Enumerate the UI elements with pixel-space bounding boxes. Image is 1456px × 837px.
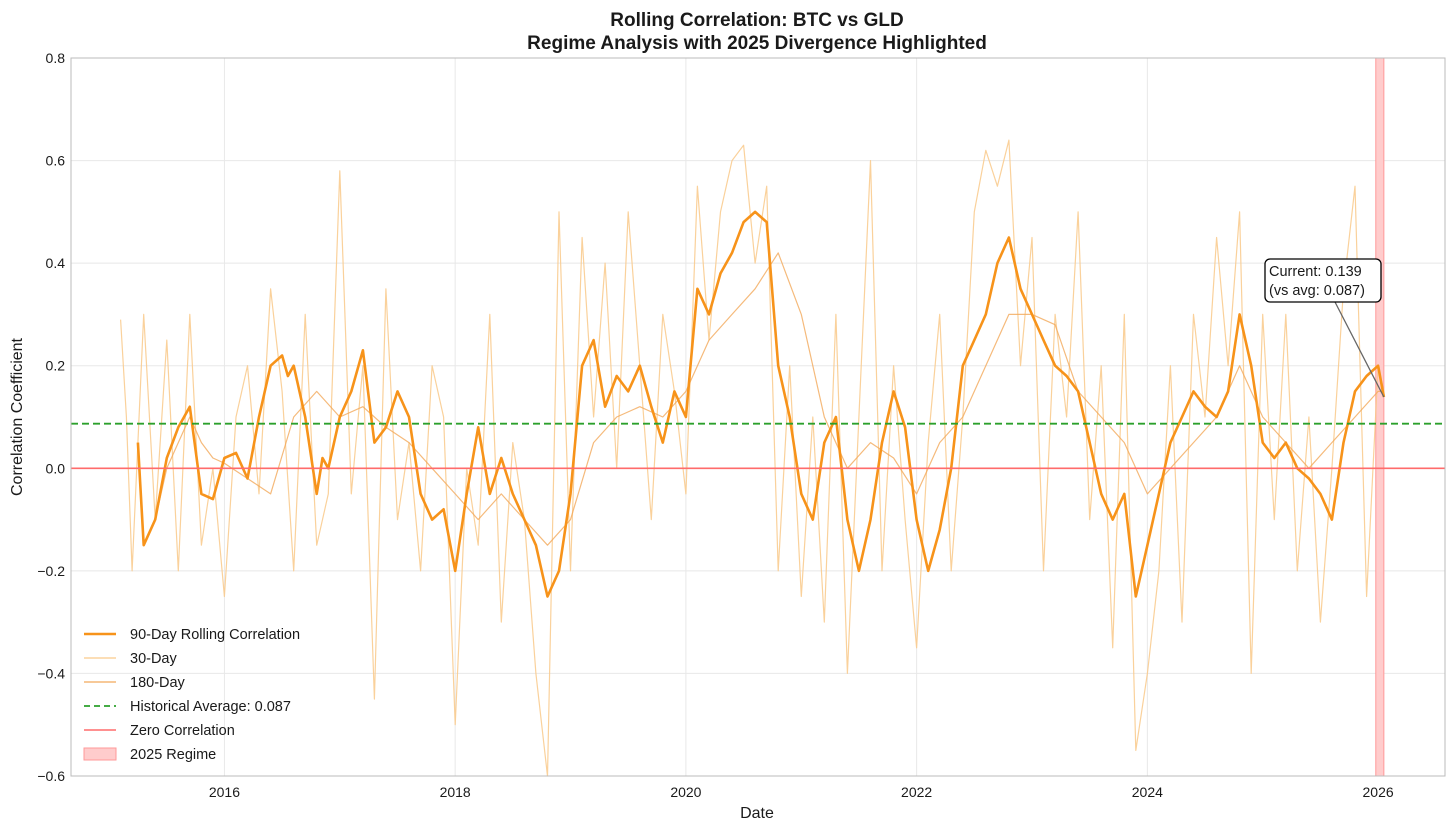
x-tick-label: 2018 bbox=[440, 784, 471, 800]
y-tick-label: 0.2 bbox=[46, 358, 66, 374]
callout-line2: (vs avg: 0.087) bbox=[1269, 283, 1365, 299]
x-tick-label: 2020 bbox=[670, 784, 701, 800]
y-tick-label: −0.4 bbox=[37, 665, 65, 681]
chart-title-line1: Rolling Correlation: BTC vs GLD bbox=[610, 10, 903, 31]
x-tick-label: 2024 bbox=[1132, 784, 1163, 800]
legend-swatch bbox=[84, 748, 116, 760]
callout-line1: Current: 0.139 bbox=[1269, 264, 1362, 280]
y-tick-label: 0.0 bbox=[46, 460, 66, 476]
legend-label: 90-Day Rolling Correlation bbox=[130, 627, 300, 643]
legend-label: 30-Day bbox=[130, 651, 177, 667]
y-tick-label: −0.2 bbox=[37, 563, 65, 579]
chart-title-line2: Regime Analysis with 2025 Divergence Hig… bbox=[527, 33, 987, 54]
legend-label: Historical Average: 0.087 bbox=[130, 699, 291, 715]
regime-2025-band bbox=[1376, 58, 1384, 776]
y-tick-label: 0.6 bbox=[46, 153, 66, 169]
y-tick-label: 0.4 bbox=[46, 255, 66, 271]
x-tick-label: 2016 bbox=[209, 784, 240, 800]
regime-span bbox=[1376, 58, 1384, 776]
legend-label: 180-Day bbox=[130, 675, 186, 691]
y-axis-label: Correlation Coefficient bbox=[9, 337, 26, 496]
x-tick-label: 2022 bbox=[901, 784, 932, 800]
legend-label: 2025 Regime bbox=[130, 747, 216, 763]
x-axis-label: Date bbox=[740, 805, 774, 822]
legend-label: Zero Correlation bbox=[130, 723, 235, 739]
y-tick-label: 0.8 bbox=[46, 50, 66, 66]
y-tick-label: −0.6 bbox=[37, 768, 65, 784]
x-tick-label: 2026 bbox=[1363, 784, 1394, 800]
